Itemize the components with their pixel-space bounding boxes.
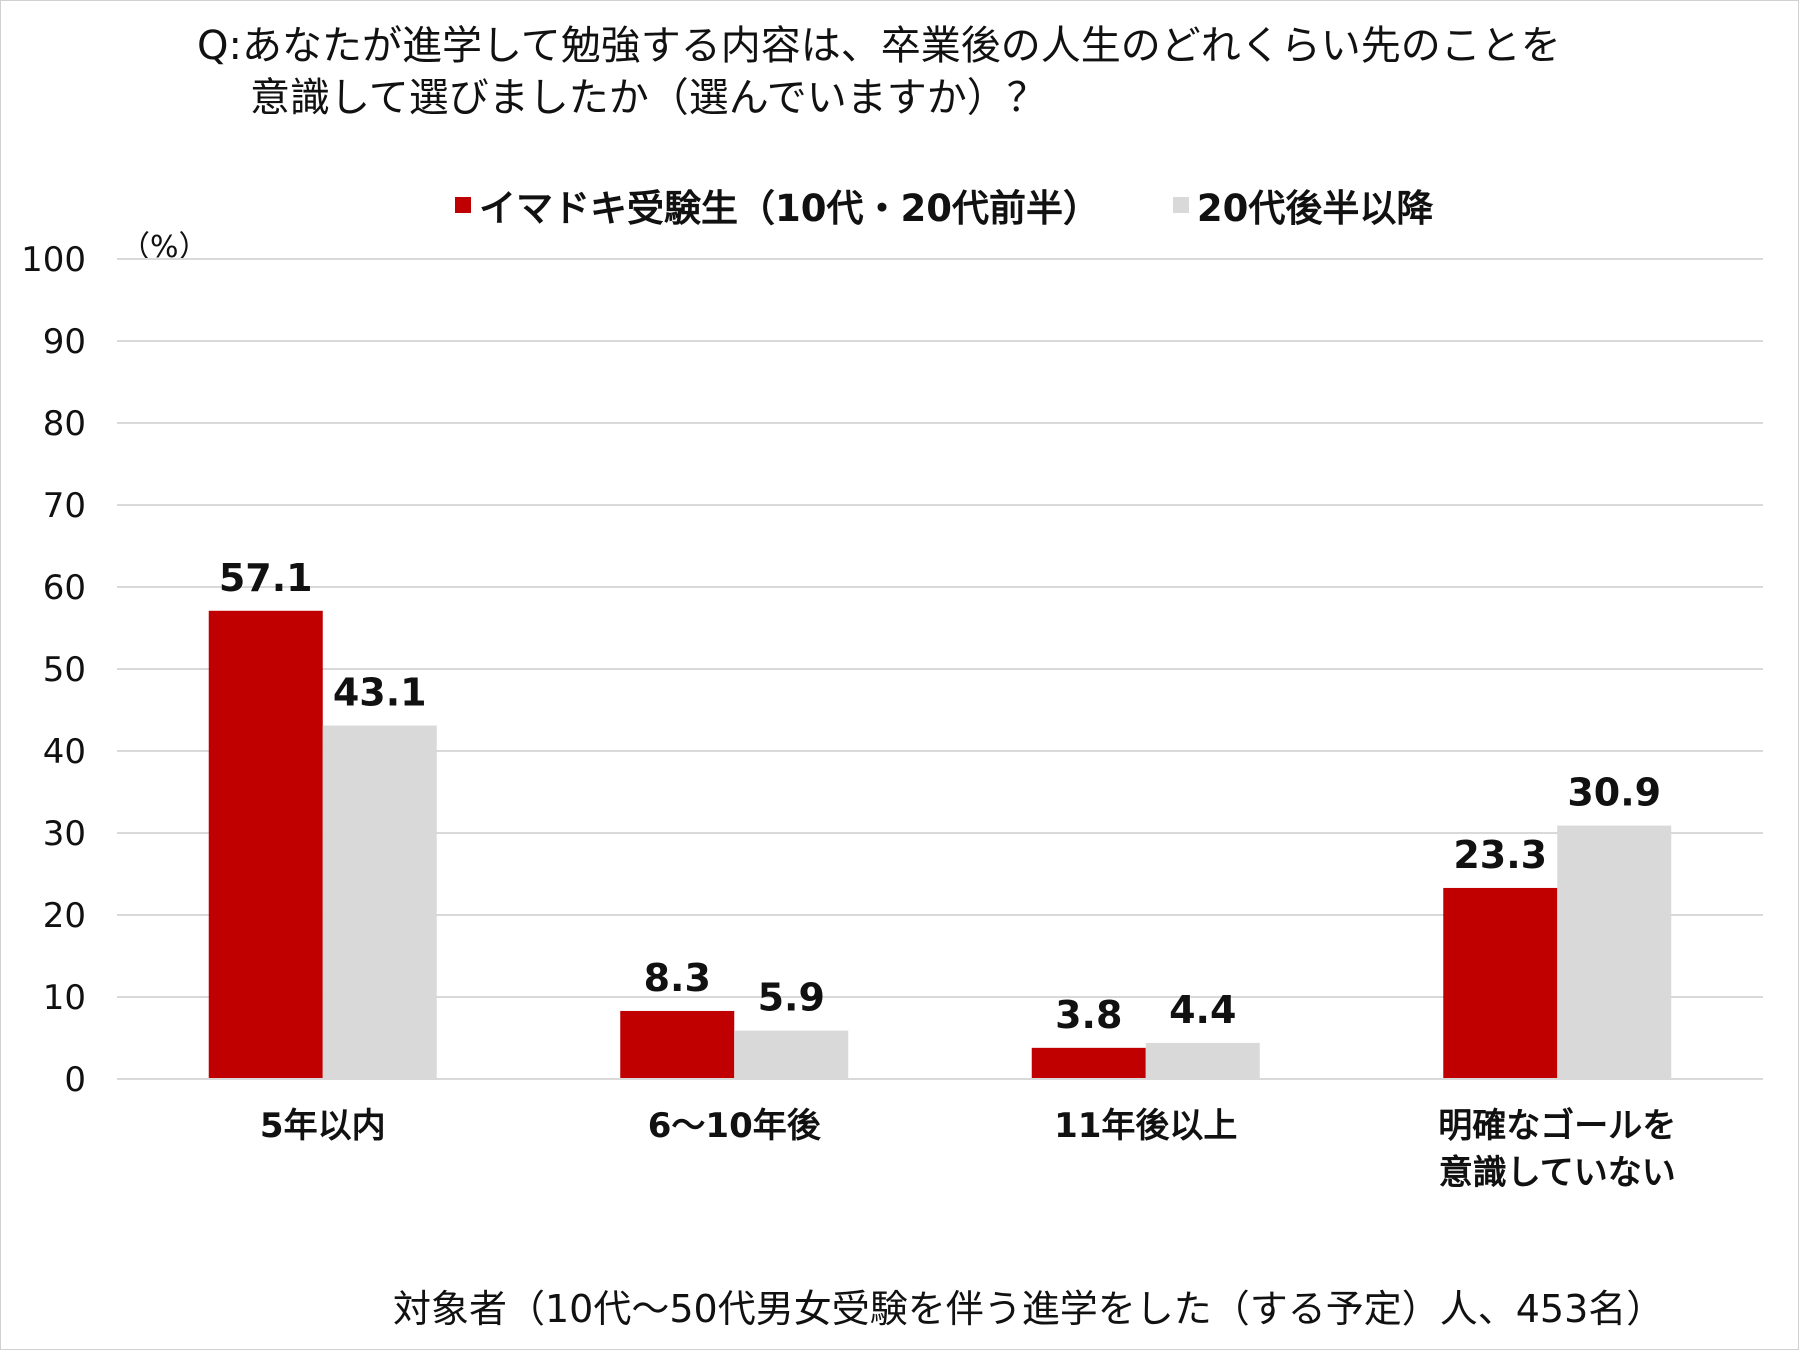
chart-title-line-2: 意識して選びましたか（選んでいますか）？ <box>250 75 1047 121</box>
y-tick-label: 80 <box>43 404 86 444</box>
legend-item-series-2: 20代後半以降 <box>1172 178 1434 232</box>
data-label-series-2: 30.9 <box>1567 771 1661 815</box>
legend: イマドキ受験生（10代・20代前半） 20代後半以降 <box>455 178 1493 232</box>
bar-series-1 <box>1443 887 1558 1079</box>
y-tick-label: 90 <box>43 322 86 362</box>
y-tick-label: 30 <box>43 814 86 854</box>
legend-label-series-1: イマドキ受験生（10代・20代前半） <box>479 187 1100 230</box>
legend-item-series-1: イマドキ受験生（10代・20代前半） <box>455 178 1100 232</box>
bar-series-1 <box>620 1010 735 1079</box>
y-tick-label: 50 <box>43 650 86 690</box>
x-tick-label: 6～10年後 <box>648 1106 822 1146</box>
legend-label-series-2: 20代後半以降 <box>1196 187 1434 230</box>
chart-title-line-1: Q:あなたが進学して勉強する内容は、卒業後の人生のどれくらい先のことを <box>197 23 1561 69</box>
y-tick-label: 100 <box>21 240 86 280</box>
footnote: 対象者（10代～50代男女受験を伴う進学をした（する予定）人、453名） <box>393 1287 1665 1331</box>
data-label-series-1: 57.1 <box>219 556 313 600</box>
bar-series-1 <box>1031 1047 1146 1079</box>
bar-series-1 <box>208 610 323 1079</box>
data-label-series-2: 43.1 <box>333 671 427 715</box>
y-tick-label: 20 <box>43 896 86 936</box>
x-tick-label: 明確なゴールを <box>1438 1106 1676 1146</box>
data-label-series-1: 8.3 <box>644 956 711 1000</box>
bar-series-2 <box>1557 825 1672 1079</box>
y-tick-label: 0 <box>64 1060 86 1100</box>
y-tick-label: 40 <box>43 732 86 772</box>
y-tick-label: 70 <box>43 486 86 526</box>
data-label-series-1: 3.8 <box>1055 993 1122 1037</box>
bar-series-2 <box>1145 1042 1260 1079</box>
legend-swatch-series-2 <box>1172 197 1189 213</box>
data-label-series-2: 5.9 <box>758 976 825 1020</box>
data-label-series-1: 23.3 <box>1453 833 1547 877</box>
bar-series-2 <box>322 725 437 1079</box>
y-tick-label: 10 <box>43 978 86 1018</box>
bar-series-2 <box>734 1030 849 1079</box>
x-tick-label: 意識していない <box>1439 1153 1676 1193</box>
y-tick-label: 60 <box>43 568 86 608</box>
legend-swatch-series-1 <box>455 197 471 213</box>
data-label-series-2: 4.4 <box>1169 988 1236 1032</box>
x-tick-label: 5年以内 <box>260 1106 386 1146</box>
x-tick-label: 11年後以上 <box>1054 1106 1237 1146</box>
